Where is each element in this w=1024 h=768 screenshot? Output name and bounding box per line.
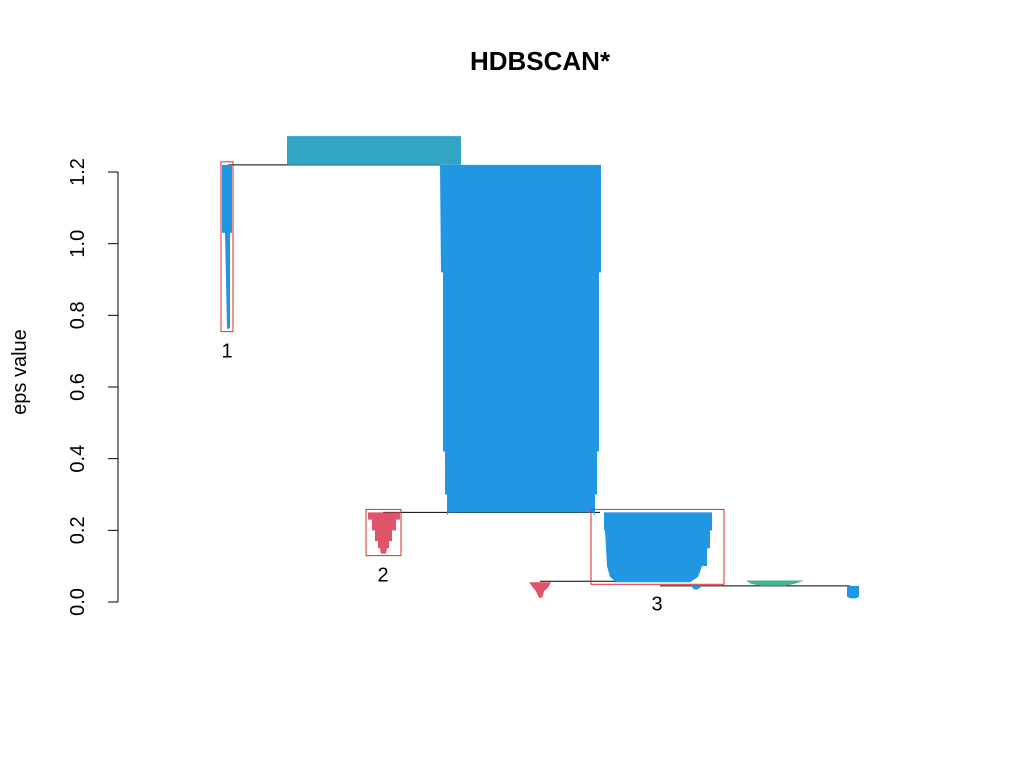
cluster-branches — [222, 136, 859, 599]
cluster-branch — [287, 136, 461, 165]
cluster-branch — [604, 512, 712, 583]
cluster-branch — [847, 585, 859, 599]
y-tick-label: 1.0 — [67, 230, 89, 258]
y-tick-label: 1.2 — [67, 158, 89, 186]
selected-cluster-box — [220, 161, 234, 333]
cluster-label: 2 — [377, 565, 388, 587]
y-tick-label: 0.6 — [67, 373, 89, 401]
selected-cluster-box — [590, 508, 725, 585]
chart-title: HDBSCAN* — [470, 46, 611, 76]
cluster-branch — [222, 164, 232, 330]
selected-cluster-boxes — [220, 161, 725, 585]
cluster-branch — [368, 512, 400, 554]
y-ticks: 0.0 0.2 0.4 0.6 0.8 1.0 1.2 — [67, 158, 118, 616]
selected-cluster-box — [365, 508, 402, 557]
y-tick-label: 0.2 — [67, 516, 89, 544]
cluster-branch — [746, 580, 804, 586]
cluster-label: 1 — [221, 341, 232, 363]
y-tick-label: 0.0 — [67, 588, 89, 616]
y-tick-label: 0.8 — [67, 301, 89, 329]
y-tick-label: 0.4 — [67, 445, 89, 473]
cluster-labels: 1 2 3 — [221, 341, 662, 616]
cluster-branch — [440, 164, 601, 516]
cluster-label: 3 — [651, 593, 662, 615]
cluster-branch — [529, 582, 551, 598]
y-axis: 0.0 0.2 0.4 0.6 0.8 1.0 1.2 — [67, 158, 119, 616]
y-axis-label: eps value — [9, 329, 31, 415]
cluster-branch — [691, 585, 702, 590]
